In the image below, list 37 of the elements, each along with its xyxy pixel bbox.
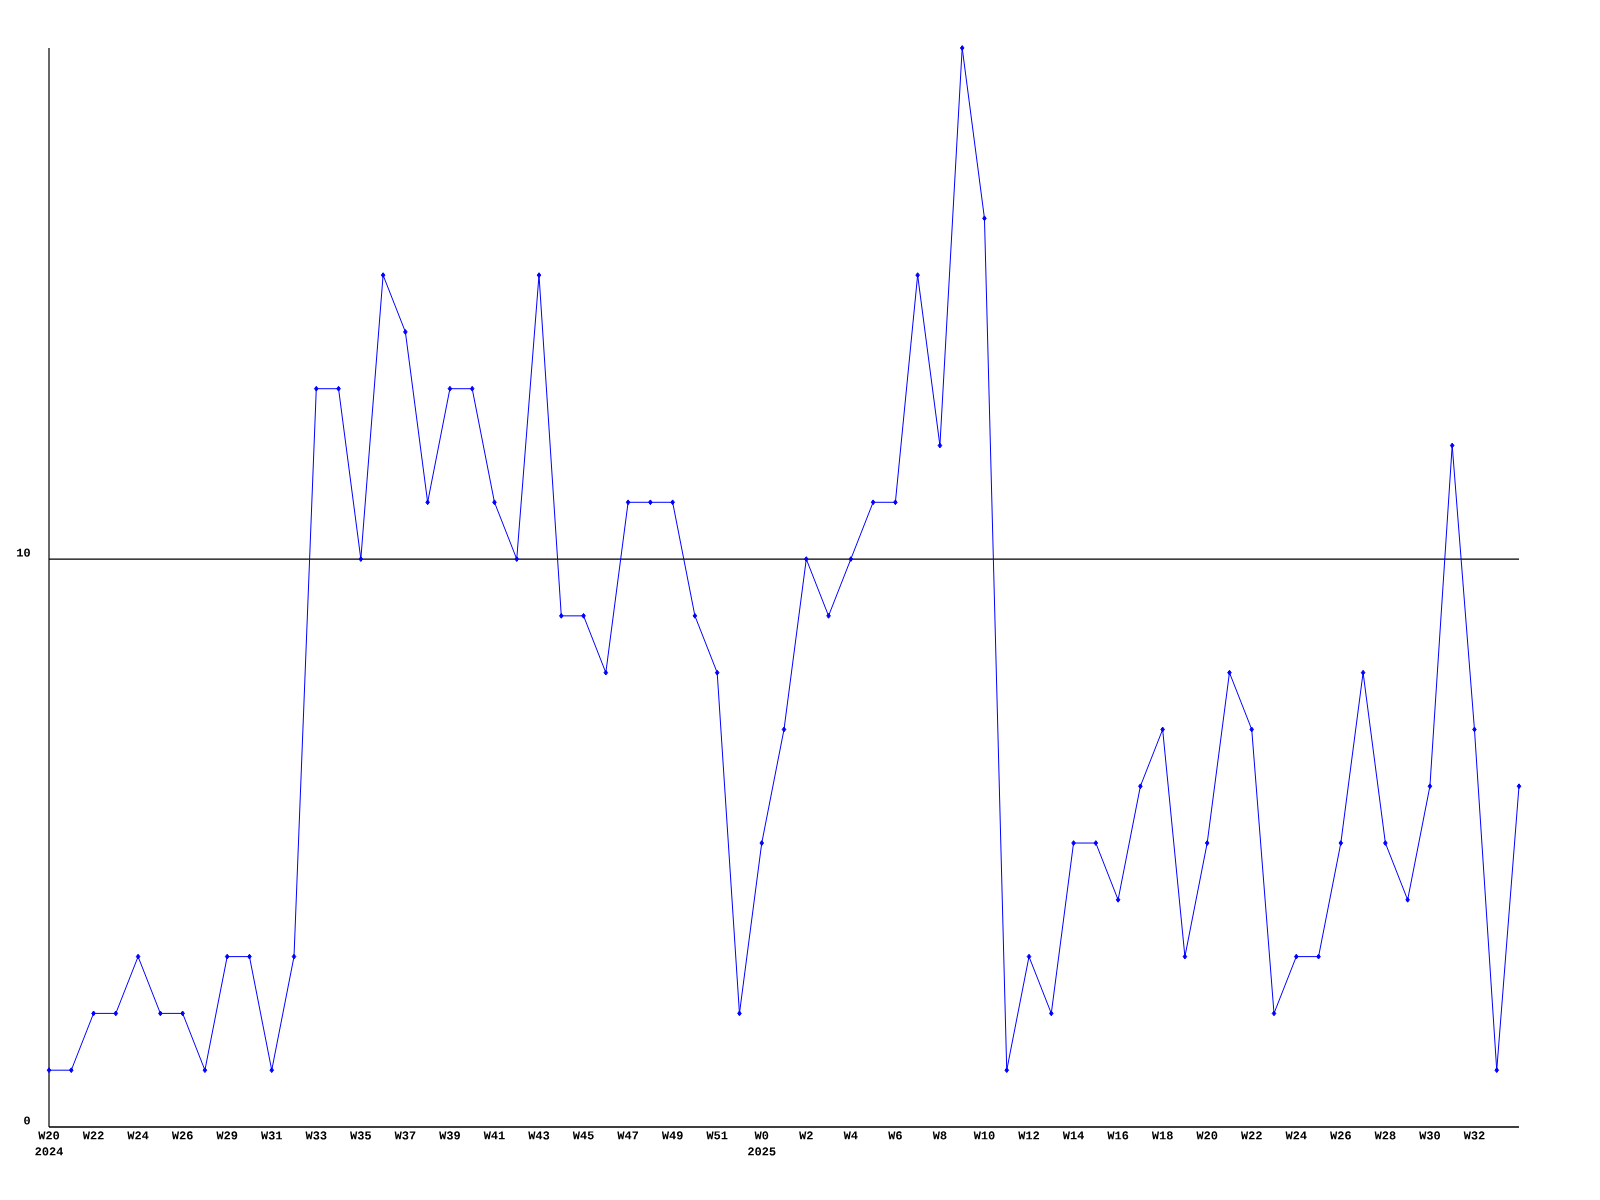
- x-tick-label: W20: [38, 1131, 60, 1140]
- x-tick-label: W43: [528, 1131, 550, 1140]
- x-tick-label: W35: [350, 1131, 371, 1140]
- x-tick-label: W16: [1107, 1131, 1129, 1140]
- text: 2025: [748, 1147, 776, 1156]
- x-tick-label: W39: [439, 1131, 460, 1140]
- x-tick-label: W8: [932, 1131, 947, 1140]
- x-tick-label: W26: [171, 1131, 193, 1140]
- x-tick-label: W33: [305, 1131, 327, 1140]
- x-tick-label: W6: [888, 1131, 902, 1140]
- x-tick-label: W22: [1240, 1131, 1262, 1140]
- x-tick-label: W0: [754, 1131, 769, 1140]
- x-tick-label: W24: [1285, 1131, 1307, 1140]
- x-tick-label: W20: [1196, 1131, 1218, 1140]
- x-tick-label: W41: [483, 1131, 505, 1140]
- x-tick-label: W37: [394, 1131, 416, 1140]
- x-tick-label: W29: [216, 1131, 238, 1140]
- y-tick-label: 10: [17, 548, 30, 557]
- x-tick-label: W45: [572, 1131, 594, 1140]
- x-tick-label: W14: [1062, 1131, 1084, 1140]
- x-tick-label: W2: [799, 1131, 813, 1140]
- x-tick-label: W30: [1419, 1131, 1441, 1140]
- y-tick-label: 0: [24, 1116, 30, 1125]
- x-tick-label: W26: [1330, 1131, 1351, 1140]
- x-tick-label: W49: [661, 1131, 683, 1140]
- x-tick-label: W4: [843, 1131, 858, 1140]
- x-tick-label: W24: [127, 1131, 149, 1140]
- x-tick-label: W51: [706, 1131, 728, 1140]
- x-tick-label: W10: [973, 1131, 995, 1140]
- text: 2024: [35, 1147, 63, 1156]
- x-tick-label: W32: [1463, 1131, 1485, 1140]
- x-tick-label: W12: [1018, 1131, 1040, 1140]
- x-tick-label: W31: [260, 1131, 283, 1140]
- x-tick-label: W18: [1151, 1131, 1173, 1140]
- x-tick-label: W47: [617, 1131, 639, 1140]
- x-tick-label: W22: [82, 1131, 104, 1140]
- x-tick-label: W28: [1374, 1131, 1396, 1140]
